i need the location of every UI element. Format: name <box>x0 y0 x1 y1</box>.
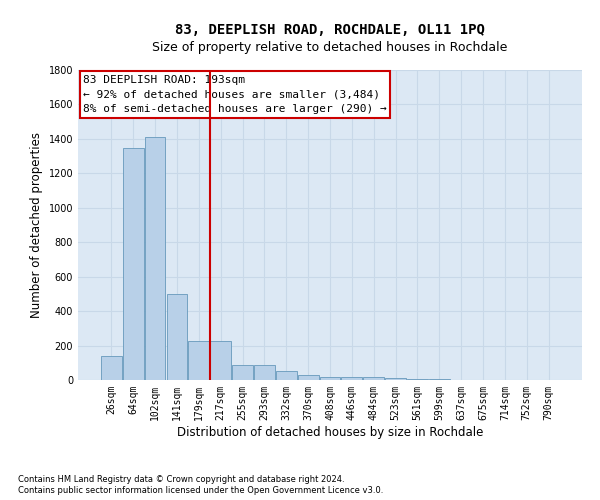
Bar <box>407 378 428 380</box>
Text: Contains HM Land Registry data © Crown copyright and database right 2024.: Contains HM Land Registry data © Crown c… <box>18 475 344 484</box>
Bar <box>254 366 275 380</box>
Bar <box>101 356 122 380</box>
Bar <box>298 375 319 380</box>
Bar <box>210 341 231 380</box>
Bar <box>341 378 362 380</box>
Text: 83 DEEPLISH ROAD: 193sqm
← 92% of detached houses are smaller (3,484)
8% of semi: 83 DEEPLISH ROAD: 193sqm ← 92% of detach… <box>83 74 387 114</box>
X-axis label: Distribution of detached houses by size in Rochdale: Distribution of detached houses by size … <box>177 426 483 438</box>
Y-axis label: Number of detached properties: Number of detached properties <box>30 132 43 318</box>
Bar <box>145 137 166 380</box>
Bar <box>364 378 384 380</box>
Bar <box>385 378 406 380</box>
Text: Size of property relative to detached houses in Rochdale: Size of property relative to detached ho… <box>152 41 508 54</box>
Text: 83, DEEPLISH ROAD, ROCHDALE, OL11 1PQ: 83, DEEPLISH ROAD, ROCHDALE, OL11 1PQ <box>175 22 485 36</box>
Bar <box>276 372 296 380</box>
Bar <box>429 379 450 380</box>
Bar <box>167 294 187 380</box>
Bar <box>320 377 340 380</box>
Bar <box>232 366 253 380</box>
Text: Contains public sector information licensed under the Open Government Licence v3: Contains public sector information licen… <box>18 486 383 495</box>
Bar <box>188 341 209 380</box>
Bar <box>123 148 143 380</box>
